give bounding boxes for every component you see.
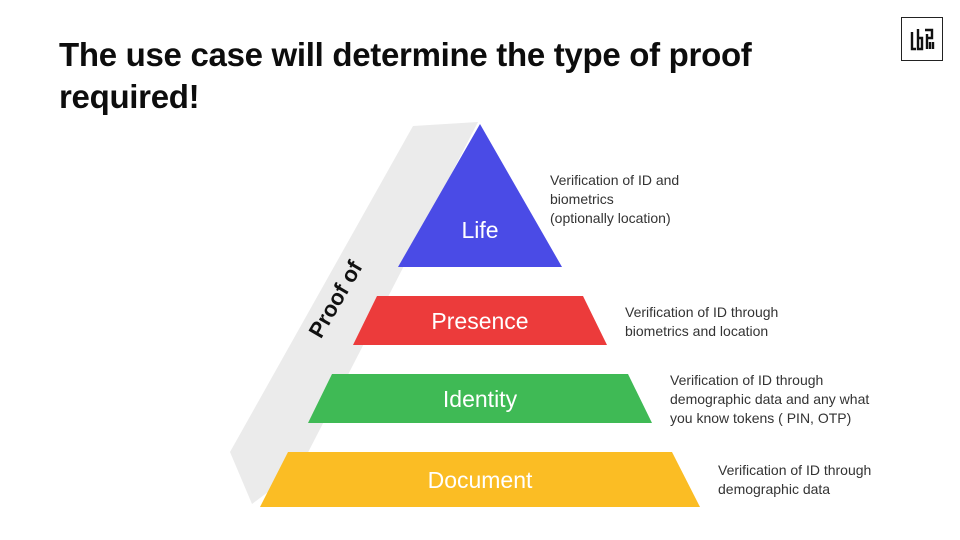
pyramid-side-panel <box>230 122 478 504</box>
page-title: The use case will determine the type of … <box>59 36 752 115</box>
document-description: Verification of ID through demographic d… <box>718 462 872 497</box>
identity-level-label: Identity <box>443 386 518 412</box>
life-description: Verification of ID and biometrics (optio… <box>550 172 680 226</box>
life-level-label: Life <box>461 217 498 243</box>
presence-level-label: Presence <box>431 308 528 334</box>
identity-description: Verification of ID through demographic d… <box>670 372 870 426</box>
brand-logo-icon <box>901 17 943 61</box>
presence-level-shape <box>353 296 607 345</box>
document-level-shape <box>260 452 700 507</box>
document-level-label: Document <box>428 467 533 493</box>
life-level-shape <box>398 124 562 267</box>
presence-description: Verification of ID through biometrics an… <box>625 304 779 339</box>
identity-level-shape <box>308 374 652 423</box>
